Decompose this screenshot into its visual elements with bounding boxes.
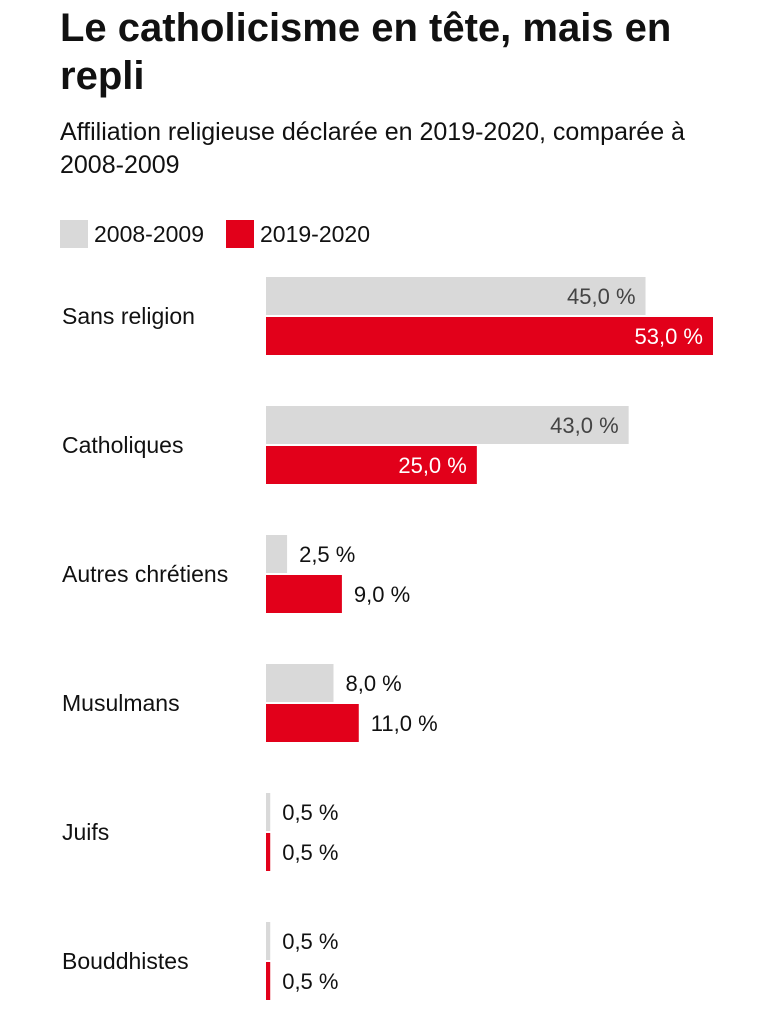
value-label-bouddhistes-2019-2020: 0,5 % [282,969,338,994]
value-label-juifs-2019-2020: 0,5 % [282,840,338,865]
value-label-bouddhistes-2008-2009: 0,5 % [282,929,338,954]
category-label-juifs: Juifs [62,819,109,845]
bar-bouddhistes-2019-2020 [266,962,271,1000]
value-label-autres-chretiens-2008-2009: 2,5 % [299,542,355,567]
bar-autres-chretiens-2019-2020 [266,575,342,613]
legend-item-2008-2009: 2008-2009 [60,220,204,248]
legend-label-2019-2020: 2019-2020 [260,220,370,247]
legend-label-2008-2009: 2008-2009 [94,220,204,247]
category-label-musulmans: Musulmans [62,690,180,716]
legend-swatch-2008-2009 [60,220,88,248]
legend-swatch-2019-2020 [226,220,254,248]
category-label-autres-chretiens: Autres chrétiens [62,561,228,587]
bar-sans-religion-2019-2020 [266,317,713,355]
value-label-sans-religion-2008-2009: 45,0 % [567,284,636,309]
chart-subtitle: Affiliation religieuse déclarée en 2019-… [60,118,685,179]
bar-musulmans-2019-2020 [266,704,359,742]
value-label-juifs-2008-2009: 0,5 % [282,800,338,825]
bar-sans-religion-2008-2009 [266,277,646,315]
bar-catholiques-2008-2009 [266,406,629,444]
value-label-catholiques-2008-2009: 43,0 % [550,413,619,438]
legend: 2008-2009 2019-2020 [60,218,392,250]
bar-juifs-2008-2009 [266,793,271,831]
value-label-musulmans-2008-2009: 8,0 % [345,671,401,696]
value-label-autres-chretiens-2019-2020: 9,0 % [354,582,410,607]
value-label-sans-religion-2019-2020: 53,0 % [635,324,704,349]
category-label-catholiques: Catholiques [62,432,183,458]
bar-bouddhistes-2008-2009 [266,922,271,960]
legend-item-2019-2020: 2019-2020 [226,220,370,248]
bar-juifs-2019-2020 [266,833,271,871]
category-label-sans-religion: Sans religion [62,303,195,329]
chart-title: Le catholicisme en tête, mais en repli [60,6,672,98]
bar-musulmans-2008-2009 [266,664,334,702]
value-label-musulmans-2019-2020: 11,0 % [371,711,438,736]
bar-autres-chretiens-2008-2009 [266,535,288,573]
category-label-bouddhistes: Bouddhistes [62,948,189,974]
value-label-catholiques-2019-2020: 25,0 % [398,453,467,478]
bar-catholiques-2019-2020 [266,446,477,484]
